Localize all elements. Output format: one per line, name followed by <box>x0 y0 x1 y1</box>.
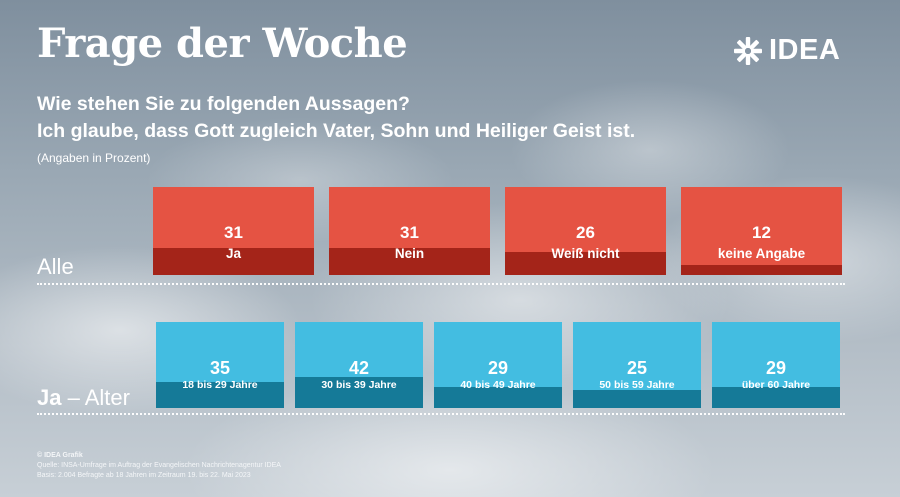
bar-value-label: 31 <box>400 223 419 242</box>
bar-category-label: Nein <box>394 246 425 261</box>
bar-box: 29 über 60 Jahre <box>712 322 840 408</box>
bar-fill <box>156 382 284 408</box>
bar-value-label: 35 <box>209 358 231 378</box>
bar-value-label: 31 <box>224 223 243 242</box>
bar-value-label: 12 <box>752 223 771 242</box>
logo-text: IDEA <box>769 34 841 66</box>
footer-basis: Basis: 2.004 Befragte ab 18 Jahren im Ze… <box>37 472 251 479</box>
section-label-age: Ja – Alter <box>37 385 130 411</box>
bar-box: 12 keine Angabe <box>681 187 842 275</box>
bar-value-label: 29 <box>765 358 787 378</box>
unit-note: (Angaben in Prozent) <box>37 151 151 165</box>
section-label-age-rest: – Alter <box>61 385 130 410</box>
bar-box: 31 Ja <box>153 187 314 275</box>
bar-category-label: Weiß nicht <box>551 246 620 261</box>
bar-category-label: 50 bis 59 Jahre <box>599 379 675 391</box>
footer-source: Quelle: INSA-Umfrage im Auftrag der Evan… <box>37 462 281 469</box>
page-title: Frage der Woche <box>37 20 408 67</box>
bar-fill <box>505 252 666 275</box>
bar-box: 35 18 bis 29 Jahre <box>156 322 284 408</box>
idea-logo-icon <box>734 36 762 65</box>
bar-box: 25 50 bis 59 Jahre <box>573 322 701 408</box>
footer-credit: © IDEA Grafik <box>37 452 83 459</box>
bar-fill <box>573 390 701 408</box>
bar-value-label: 25 <box>626 358 648 378</box>
idea-logo: IDEA <box>733 34 840 67</box>
dotted-divider <box>37 413 845 415</box>
bar-category-label: 18 bis 29 Jahre <box>182 379 258 391</box>
bar-box: 26 Weiß nicht <box>505 187 666 275</box>
bar-box: 42 30 bis 39 Jahre <box>295 322 423 408</box>
section-label-age-bold: Ja <box>37 385 62 410</box>
bar-category-label: 40 bis 49 Jahre <box>460 379 536 391</box>
bar-fill <box>329 248 490 275</box>
question-line-1: Wie stehen Sie zu folgenden Aussagen? <box>37 93 410 115</box>
section-label-all: Alle <box>37 254 74 279</box>
bar-value-label: 29 <box>487 358 509 378</box>
bar-fill <box>295 377 423 408</box>
bar-value-label: 26 <box>576 223 595 242</box>
bar-category-label: keine Angabe <box>717 246 806 261</box>
bar-fill <box>681 265 842 275</box>
bar-box: 29 40 bis 49 Jahre <box>434 322 562 408</box>
bar-category-label: über 60 Jahre <box>741 379 811 391</box>
dotted-divider <box>37 283 845 285</box>
bar-category-label: Ja <box>225 246 242 261</box>
bar-box: 31 Nein <box>329 187 490 275</box>
bar-category-label: 30 bis 39 Jahre <box>321 379 397 391</box>
bar-value-label: 42 <box>348 358 370 378</box>
bar-fill <box>712 387 840 408</box>
question-line-2: Ich glaube, dass Gott zugleich Vater, So… <box>37 120 636 142</box>
bar-fill <box>434 387 562 408</box>
bar-fill <box>153 248 314 275</box>
